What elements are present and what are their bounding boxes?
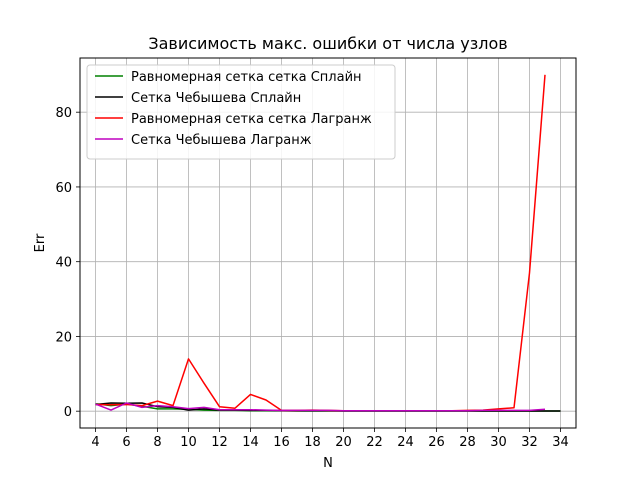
x-tick-label: 24 (397, 435, 414, 450)
legend-entry-1: Равномерная сетка сетка Сплайн (131, 70, 362, 85)
x-tick-label: 4 (91, 435, 99, 450)
x-tick-label: 26 (428, 435, 445, 450)
legend-box (86, 64, 396, 160)
legend-entry-4: Сетка Чебышева Лагранж (131, 133, 312, 148)
x-tick-label: 8 (153, 435, 161, 450)
x-tick-label: 18 (304, 435, 321, 450)
x-tick-label: 20 (335, 435, 352, 450)
chart-title: Зависимость макс. ошибки от числа узлов (148, 34, 507, 53)
y-tick-label: 60 (55, 181, 72, 196)
y-tick-label: 40 (55, 256, 72, 271)
x-tick-label: 12 (211, 435, 228, 450)
y-tick-label: 80 (55, 106, 72, 121)
x-tick-label: 6 (122, 435, 130, 450)
plot-lines (95, 74, 561, 412)
x-tick-label: 28 (459, 435, 476, 450)
x-tick-label: 30 (490, 435, 507, 450)
x-tick-label: 10 (180, 435, 197, 450)
x-axis: 4 6 8 10 12 14 16 18 20 22 24 26 28 30 32 34 (91, 428, 569, 450)
x-tick-label: 34 (552, 435, 569, 450)
y-tick-label: 20 (55, 330, 72, 345)
x-tick-label: 32 (521, 435, 538, 450)
x-axis-label: N (323, 456, 333, 471)
series-line-4 (95, 402, 546, 412)
y-tick-label: 0 (64, 405, 72, 420)
legend-entry-3: Равномерная сетка сетка Лагранж (131, 112, 372, 127)
x-tick-label: 14 (242, 435, 259, 450)
y-axis-label: Err (33, 233, 48, 252)
x-tick-label: 22 (366, 435, 383, 450)
plot-frame (79, 57, 577, 429)
x-tick-label: 16 (273, 435, 290, 450)
legend-entry-2: Сетка Чебышева Сплайн (131, 91, 301, 106)
y-axis: 0 20 40 60 80 (55, 106, 80, 420)
legend: Равномерная сетка сетка Сплайн Сетка Чебы… (86, 64, 396, 160)
